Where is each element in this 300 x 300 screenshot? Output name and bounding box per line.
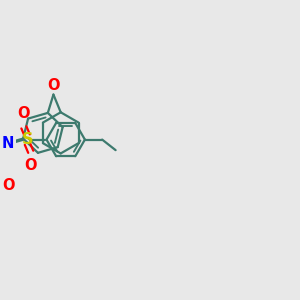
Text: O: O (47, 78, 60, 93)
Text: N: N (1, 136, 14, 151)
Text: O: O (25, 158, 37, 173)
Text: O: O (2, 178, 14, 194)
Text: O: O (18, 106, 30, 121)
Text: S: S (22, 132, 33, 147)
